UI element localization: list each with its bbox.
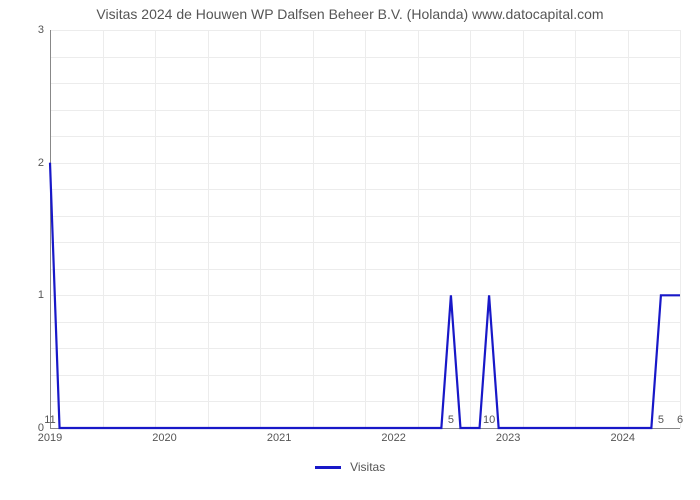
x-tick-label: 2019: [38, 432, 62, 444]
x-tick-label: 2024: [610, 432, 634, 444]
x-tick-label: 2020: [152, 432, 176, 444]
legend-label: Visitas: [350, 460, 385, 474]
plot-area: 01232019202020212022202320241151056: [50, 30, 680, 428]
chart-title: Visitas 2024 de Houwen WP Dalfsen Beheer…: [0, 6, 700, 22]
y-tick-label: 2: [38, 157, 44, 169]
y-tick-label: 3: [38, 24, 44, 36]
chart-container: Visitas 2024 de Houwen WP Dalfsen Beheer…: [0, 0, 700, 500]
x-tick-label: 2021: [267, 432, 291, 444]
grid-line-v: [680, 30, 681, 428]
x-tick-label: 2022: [381, 432, 405, 444]
legend: Visitas: [0, 460, 700, 474]
legend-swatch: [315, 466, 341, 469]
y-tick-label: 1: [38, 289, 44, 301]
x-tick-label: 2023: [496, 432, 520, 444]
line-series: [50, 30, 680, 428]
